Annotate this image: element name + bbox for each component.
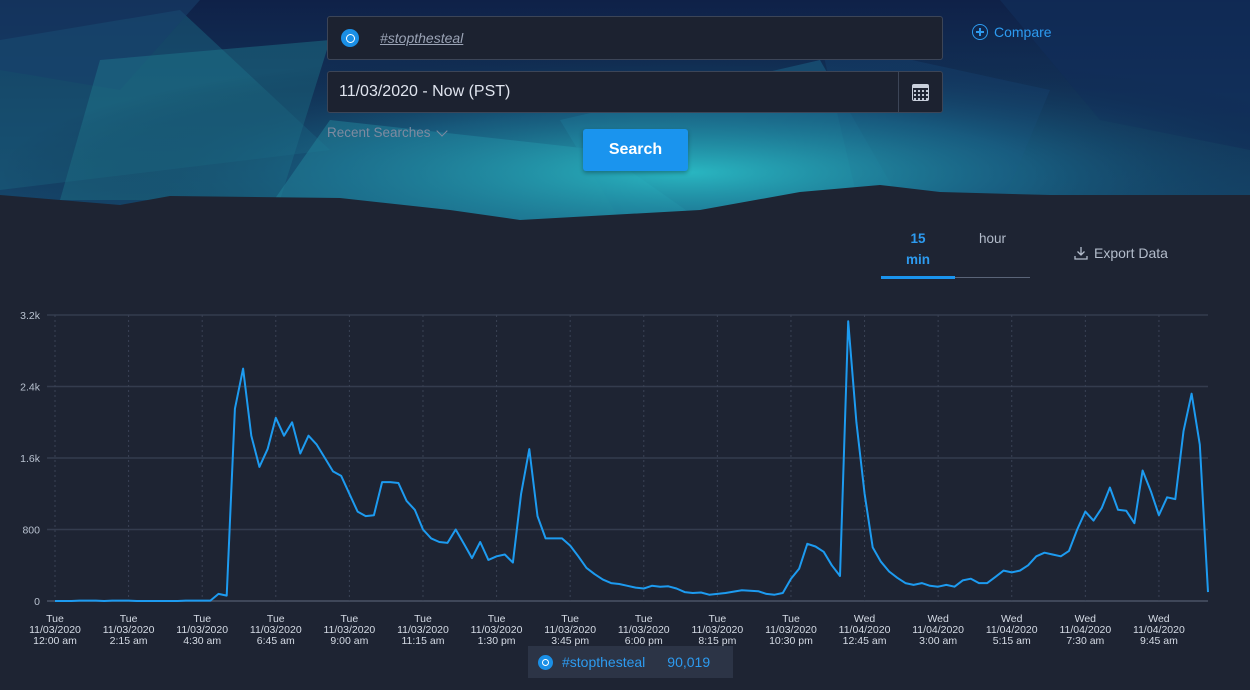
tab-hour-label: hour [978, 231, 1007, 246]
calendar-icon [912, 83, 929, 101]
y-tick-label: 3.2k [20, 310, 41, 322]
x-tick-label: Wed 11/04/2020 3:00 am [912, 613, 964, 647]
chart-legend[interactable]: #stopthesteal 90,019 [528, 646, 733, 678]
y-tick-label: 800 [22, 525, 40, 537]
x-tick-label: Tue 11/03/2020 2:15 am [103, 613, 155, 647]
tab-15-min-line2: min [905, 252, 930, 267]
legend-term: #stopthesteal [562, 654, 646, 670]
tab-hour[interactable]: hour [955, 228, 1030, 249]
tab-15-min[interactable]: 15 min [881, 228, 955, 270]
chevron-down-icon [435, 124, 448, 137]
series-line-stopthesteal [55, 320, 1209, 602]
x-tick-label: Tue 11/03/2020 10:30 pm [765, 613, 817, 647]
recent-searches-dropdown[interactable]: Recent Searches [327, 124, 448, 140]
recent-searches-label: Recent Searches [327, 125, 431, 140]
search-term-field[interactable]: #stopthesteal [327, 16, 943, 60]
x-tick-label: Wed 11/04/2020 9:45 am [1133, 613, 1185, 647]
x-tick-label: Tue 11/03/2020 4:30 am [176, 613, 228, 647]
tab-15-min-line1: 15 [910, 231, 926, 246]
plus-circle-icon [972, 24, 988, 40]
y-tick-label: 0 [34, 596, 40, 608]
search-term-text[interactable]: #stopthesteal [380, 30, 464, 46]
x-tick-label: Wed 11/04/2020 5:15 am [986, 613, 1038, 647]
x-tick-label: Wed 11/04/2020 7:30 am [1059, 613, 1111, 647]
y-tick-label: 2.4k [20, 382, 41, 394]
x-tick-label: Wed 11/04/2020 12:45 am [839, 613, 891, 647]
term-target-icon [341, 29, 359, 47]
x-tick-label: Tue 11/03/2020 6:00 pm [618, 613, 670, 647]
compare-button[interactable]: Compare [972, 24, 1052, 40]
x-tick-label: Tue 11/03/2020 11:15 am [397, 613, 449, 647]
x-tick-label: Tue 11/03/2020 12:00 am [29, 613, 81, 647]
x-tick-label: Tue 11/03/2020 6:45 am [250, 613, 302, 647]
date-range-text[interactable]: 11/03/2020 - Now (PST) [339, 83, 511, 100]
search-button[interactable]: Search [583, 129, 688, 171]
x-tick-label: Tue 11/03/2020 8:15 pm [691, 613, 743, 647]
volume-line-chart: 0 800 1.6k 2.4k 3.2k Tue 11/03/2020 12:00 am Tu… [20, 310, 1209, 647]
export-data-label: Export Data [1094, 245, 1168, 261]
date-range-field[interactable]: 11/03/2020 - Now (PST) [327, 71, 943, 113]
tab-underline [881, 277, 1030, 278]
x-tick-label: Tue 11/03/2020 9:00 am [323, 613, 375, 647]
x-tick-label: Tue 11/03/2020 3:45 pm [544, 613, 596, 647]
calendar-button[interactable] [898, 72, 942, 112]
legend-target-icon [538, 654, 553, 670]
compare-label: Compare [994, 24, 1052, 40]
download-icon [1074, 246, 1088, 260]
y-tick-label: 1.6k [20, 453, 41, 465]
export-data-button[interactable]: Export Data [1074, 245, 1168, 261]
tab-active-indicator [881, 276, 955, 279]
x-tick-label: Tue 11/03/2020 1:30 pm [471, 613, 523, 647]
legend-count: 90,019 [667, 654, 711, 670]
